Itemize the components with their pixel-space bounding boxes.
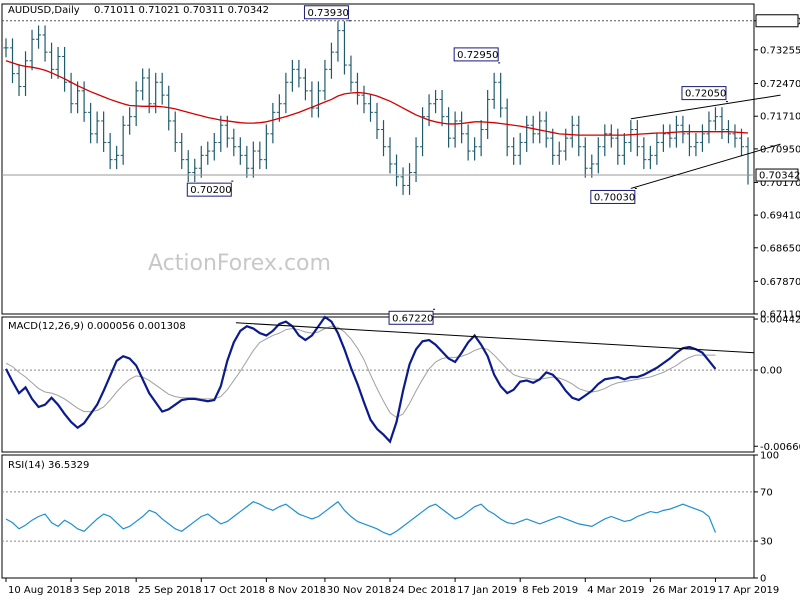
x-tick-label: 8 Feb 2019	[522, 585, 578, 596]
price-y-tick-label: 0.70170	[760, 178, 800, 189]
price-y-tick-label: 0.72470	[760, 79, 800, 90]
x-tick-label: 8 Nov 2018	[268, 585, 326, 596]
macd-frame	[1, 316, 755, 453]
price-y-tick-label: 0.67870	[760, 277, 800, 288]
price-title: AUDUSD,Daily	[8, 5, 80, 16]
annotation-box	[453, 47, 499, 62]
macd-signal-line	[5, 325, 716, 418]
annotation-box	[590, 189, 636, 204]
macd-trendline	[235, 322, 755, 354]
price-frame	[1, 3, 755, 315]
x-axis: 10 Aug 2018 3 Sep 2018 25 Sep 2018 17 Oct 2…	[5, 578, 779, 596]
channel-upper-line	[630, 94, 781, 120]
macd-y-tick-label: -0.006603	[760, 442, 800, 453]
rsi-y-tick-label: 70	[760, 487, 773, 498]
price-y-tick-label: 0.71710	[760, 112, 800, 123]
annotation-label: 0.72950	[457, 50, 498, 61]
x-tick-label: 10 Aug 2018	[8, 585, 72, 596]
annotation-box	[186, 182, 232, 197]
price-y-tick-label: 0.67110	[760, 310, 800, 321]
macd-title: MACD(12,26,9) 0.000056 0.001308	[8, 321, 186, 332]
price-y-tick-label: 0.70950	[760, 144, 800, 155]
rsi-panel: 100 70 30 0	[2, 451, 779, 585]
channel-lower-line	[630, 143, 781, 189]
price-ohlc: 0.71011 0.71021 0.70311 0.70342	[94, 5, 269, 16]
annotation-label: 0.67220	[392, 313, 433, 324]
annotation-box	[303, 5, 349, 20]
annotation-label: 0.70030	[594, 192, 635, 203]
annotation-label: 0.70200	[190, 185, 231, 196]
price-y-tick-label: 0.73255	[760, 45, 800, 56]
annotation-label: 0.73930	[307, 8, 348, 19]
rsi-y-tick-label: 100	[760, 451, 779, 462]
macd-y-tick-label: 0.00	[760, 366, 782, 377]
macd-panel: 0.004423 0.00 -0.006603	[2, 315, 800, 453]
annotation-box	[388, 310, 434, 325]
rsi-title: RSI(14) 36.5329	[8, 460, 89, 471]
price-y-tick-label: 0.69410	[760, 211, 800, 222]
high-price-tag	[755, 14, 799, 28]
x-tick-label: 4 Mar 2019	[587, 585, 644, 596]
price-y-tick-label: 0.68650	[760, 243, 800, 254]
macd-main-line	[5, 315, 717, 444]
panel-frames	[1, 3, 755, 579]
last-price-label: 0.70342	[759, 171, 800, 182]
x-tick-label: 17 Apr 2019	[717, 585, 779, 596]
x-tick-label: 25 Sep 2018	[138, 585, 201, 596]
x-tick-label: 30 Nov 2018	[327, 585, 391, 596]
x-tick-label: 17 Oct 2018	[203, 585, 265, 596]
macd-y-tick-label: 0.004423	[760, 315, 800, 326]
x-tick-label: 17 Jan 2019	[457, 585, 517, 596]
last-price-tag	[755, 168, 799, 182]
x-tick-label: 3 Sep 2018	[73, 585, 130, 596]
annotation-label: 0.72050	[685, 89, 726, 100]
watermark: ActionForex.com	[148, 251, 331, 276]
x-tick-label: 26 Mar 2019	[652, 585, 715, 596]
rsi-frame	[1, 454, 755, 579]
annotation-box	[681, 86, 727, 101]
rsi-y-tick-label: 30	[760, 537, 773, 548]
moving-average-line	[5, 60, 749, 136]
x-tick-label: 24 Dec 2018	[392, 585, 456, 596]
rsi-y-tick-label: 0	[760, 574, 766, 585]
rsi-line	[5, 500, 717, 536]
price-panel: 0.73930 0.73255 0.72470 0.71710 0.70950 0.701…	[2, 5, 800, 325]
